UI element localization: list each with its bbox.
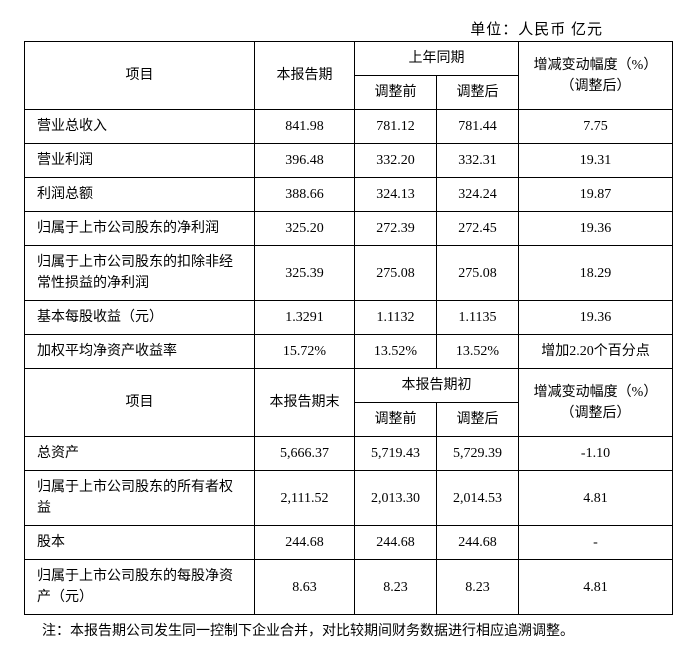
row-val: 1.3291 [255,301,355,335]
table-row: 营业利润 396.48 332.20 332.31 19.31 [25,144,673,178]
row-val: 15.72% [255,335,355,369]
row-item: 总资产 [25,437,255,471]
row-val: 272.39 [355,212,437,246]
hdr-change-pct-l2: （调整后） [561,79,631,94]
row-val: 1.1135 [437,301,519,335]
hdr-prior-period: 上年同期 [355,42,519,76]
row-val: 781.12 [355,110,437,144]
row-val: 5,666.37 [255,437,355,471]
table-row: 归属于上市公司股东的每股净资产（元） 8.63 8.23 8.23 4.81 [25,560,673,615]
row-item: 归属于上市公司股东的扣除非经常性损益的净利润 [25,246,255,301]
hdr-change-pct: 增减变动幅度（%） （调整后） [519,42,673,110]
table-row: 归属于上市公司股东的扣除非经常性损益的净利润 325.39 275.08 275… [25,246,673,301]
row-val: 272.45 [437,212,519,246]
table-row: 归属于上市公司股东的所有者权益 2,111.52 2,013.30 2,014.… [25,471,673,526]
row-val: 19.36 [519,212,673,246]
row-val: 2,111.52 [255,471,355,526]
row-item: 归属于上市公司股东的每股净资产（元） [25,560,255,615]
row-val: 18.29 [519,246,673,301]
row-val: 1.1132 [355,301,437,335]
unit-label: 单位：人民币 亿元 [24,18,673,39]
row-val: 324.24 [437,178,519,212]
row-val: 388.66 [255,178,355,212]
row-item: 基本每股收益（元） [25,301,255,335]
row-item: 利润总额 [25,178,255,212]
row-val: 325.20 [255,212,355,246]
hdr-change-pct-l1: 增减变动幅度（%） [534,58,658,73]
financial-table: 项目 本报告期 上年同期 增减变动幅度（%） （调整后） 调整前 调整后 营业总… [24,41,673,615]
row-val: 19.36 [519,301,673,335]
row-val: 5,719.43 [355,437,437,471]
row-val: 244.68 [437,526,519,560]
row-val: 8.23 [355,560,437,615]
row-val: 275.08 [437,246,519,301]
row-val: 244.68 [255,526,355,560]
row-val: 19.31 [519,144,673,178]
hdr-change-pct2-l1: 增减变动幅度（%） [534,385,658,400]
hdr-this-period-end: 本报告期末 [255,369,355,437]
row-val: 244.68 [355,526,437,560]
row-item: 归属于上市公司股东的净利润 [25,212,255,246]
table-row: 利润总额 388.66 324.13 324.24 19.87 [25,178,673,212]
table-header-row: 项目 本报告期末 本报告期初 增减变动幅度（%） （调整后） [25,369,673,403]
footnote: 注：本报告期公司发生同一控制下企业合并，对比较期间财务数据进行相应追溯调整。 [24,621,673,642]
row-val: 7.75 [519,110,673,144]
row-val: 13.52% [437,335,519,369]
table-row: 基本每股收益（元） 1.3291 1.1132 1.1135 19.36 [25,301,673,335]
row-val: 275.08 [355,246,437,301]
hdr-change-pct2: 增减变动幅度（%） （调整后） [519,369,673,437]
row-val: 841.98 [255,110,355,144]
row-val: 396.48 [255,144,355,178]
hdr-change-pct2-l2: （调整后） [561,406,631,421]
hdr-before-adj: 调整前 [355,76,437,110]
row-val: 781.44 [437,110,519,144]
hdr-item2: 项目 [25,369,255,437]
row-val: 8.23 [437,560,519,615]
row-val: 324.13 [355,178,437,212]
row-val: 4.81 [519,471,673,526]
table-header-row: 项目 本报告期 上年同期 增减变动幅度（%） （调整后） [25,42,673,76]
row-item: 归属于上市公司股东的所有者权益 [25,471,255,526]
row-item: 股本 [25,526,255,560]
row-val: 13.52% [355,335,437,369]
hdr-before-adj2: 调整前 [355,403,437,437]
row-item: 营业利润 [25,144,255,178]
row-val: 332.20 [355,144,437,178]
row-val: 8.63 [255,560,355,615]
hdr-after-adj2: 调整后 [437,403,519,437]
row-val: - [519,526,673,560]
hdr-item: 项目 [25,42,255,110]
row-val: 2,014.53 [437,471,519,526]
row-val: 332.31 [437,144,519,178]
row-val: 325.39 [255,246,355,301]
hdr-this-period-begin: 本报告期初 [355,369,519,403]
table-row: 总资产 5,666.37 5,719.43 5,729.39 -1.10 [25,437,673,471]
row-val: 增加2.20个百分点 [519,335,673,369]
row-val: 5,729.39 [437,437,519,471]
table-row: 加权平均净资产收益率 15.72% 13.52% 13.52% 增加2.20个百… [25,335,673,369]
row-val: 19.87 [519,178,673,212]
table-row: 归属于上市公司股东的净利润 325.20 272.39 272.45 19.36 [25,212,673,246]
hdr-after-adj: 调整后 [437,76,519,110]
row-item: 营业总收入 [25,110,255,144]
row-val: 2,013.30 [355,471,437,526]
row-val: 4.81 [519,560,673,615]
table-row: 股本 244.68 244.68 244.68 - [25,526,673,560]
table-row: 营业总收入 841.98 781.12 781.44 7.75 [25,110,673,144]
hdr-this-period: 本报告期 [255,42,355,110]
row-item: 加权平均净资产收益率 [25,335,255,369]
row-val: -1.10 [519,437,673,471]
